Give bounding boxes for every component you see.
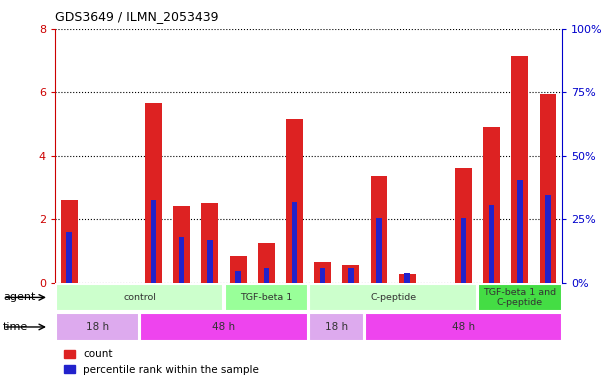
Bar	[230, 256, 247, 283]
Text: agent: agent	[3, 292, 35, 303]
Bar	[60, 200, 78, 283]
Bar	[511, 56, 529, 283]
Bar	[309, 313, 364, 341]
Bar	[461, 218, 466, 283]
Bar	[489, 205, 494, 283]
Text: C-peptide: C-peptide	[370, 293, 416, 302]
Bar	[225, 284, 308, 311]
Bar	[145, 103, 162, 283]
Bar	[399, 274, 415, 283]
Legend: count, percentile rank within the sample: count, percentile rank within the sample	[60, 345, 263, 379]
Text: 18 h: 18 h	[86, 322, 109, 332]
Bar	[517, 180, 522, 283]
Bar	[348, 268, 354, 283]
Bar	[174, 207, 190, 283]
Bar	[370, 176, 387, 283]
Bar	[404, 273, 410, 283]
Bar	[140, 313, 308, 341]
Bar	[292, 202, 297, 283]
Bar	[67, 232, 71, 283]
Bar	[179, 237, 185, 283]
Bar	[151, 200, 156, 283]
Text: GDS3649 / ILMN_2053439: GDS3649 / ILMN_2053439	[55, 10, 219, 23]
Bar	[258, 243, 275, 283]
Text: 48 h: 48 h	[452, 322, 475, 332]
Bar	[56, 313, 139, 341]
Bar	[546, 195, 551, 283]
Text: time: time	[3, 322, 28, 332]
Bar	[263, 268, 269, 283]
Bar	[286, 119, 303, 283]
Bar	[540, 94, 557, 283]
Bar	[207, 240, 213, 283]
Bar	[202, 203, 218, 283]
Bar	[376, 218, 382, 283]
Bar	[56, 284, 224, 311]
Text: control: control	[123, 293, 156, 302]
Text: TGF-beta 1 and
C-peptide: TGF-beta 1 and C-peptide	[483, 288, 557, 307]
Bar	[455, 169, 472, 283]
Bar	[309, 284, 477, 311]
Bar	[235, 271, 241, 283]
Bar	[314, 262, 331, 283]
Bar	[478, 284, 562, 311]
Bar	[342, 265, 359, 283]
Text: 18 h: 18 h	[325, 322, 348, 332]
Text: TGF-beta 1: TGF-beta 1	[240, 293, 293, 302]
Bar	[483, 127, 500, 283]
Bar	[365, 313, 562, 341]
Text: 48 h: 48 h	[213, 322, 236, 332]
Bar	[320, 268, 325, 283]
